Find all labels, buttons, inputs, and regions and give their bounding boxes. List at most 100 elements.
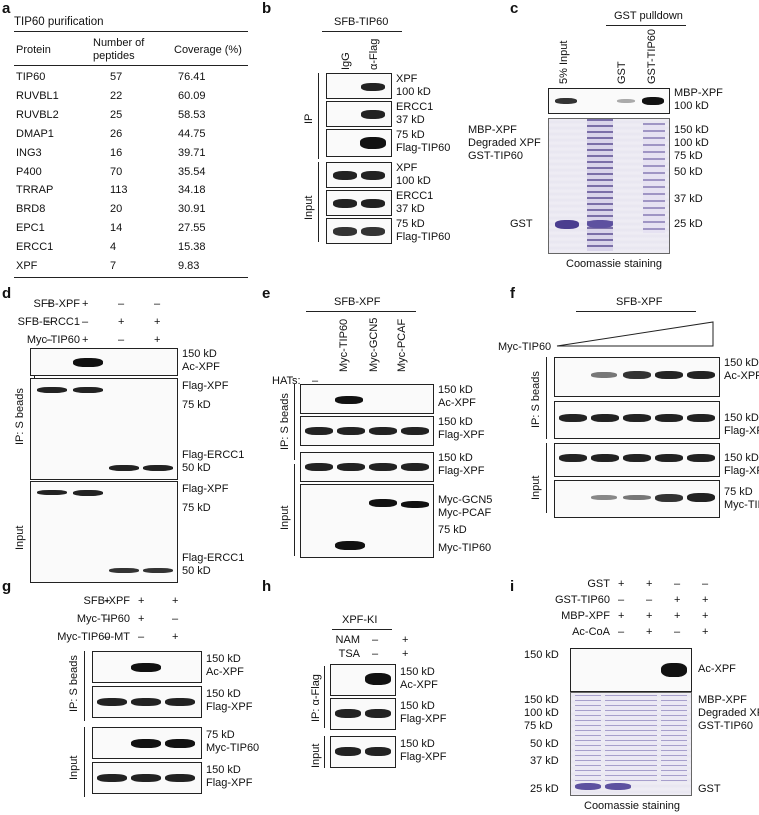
table-cell-protein: RUVBL1 bbox=[16, 89, 59, 102]
i-row-sign: – bbox=[702, 578, 709, 590]
d-row-sign: + bbox=[154, 316, 161, 328]
i-row-sign: + bbox=[702, 610, 709, 622]
f-label-myc-tip60: Myc-TIP60 bbox=[724, 499, 759, 511]
f-gradient-wedge bbox=[556, 321, 714, 347]
g-blot-ip-flag bbox=[92, 686, 202, 718]
e-input-label-pcaf: Myc-PCAF bbox=[438, 507, 492, 519]
g-blot-ac-xpf bbox=[92, 651, 202, 683]
i-marker-150: 150 kD bbox=[524, 694, 559, 706]
i-row-sign: + bbox=[702, 626, 709, 638]
i-row-sign: + bbox=[702, 594, 709, 606]
i-row-label: GST-TIP60 bbox=[554, 594, 610, 606]
e-input-label-flag-xpf: Flag-XPF bbox=[438, 465, 485, 477]
table-cell-peptides: 70 bbox=[110, 165, 123, 178]
c-label-gst: GST bbox=[510, 218, 533, 230]
b-label-flag-tip60: Flag-TIP60 bbox=[396, 142, 451, 154]
table-cell-coverage: 30.91 bbox=[178, 203, 206, 216]
table-cell-peptides: 25 bbox=[110, 108, 123, 121]
table-cell-peptides: 26 bbox=[110, 127, 123, 140]
d-ip-label: IP: S beads bbox=[14, 388, 26, 445]
panel-label-e: e bbox=[262, 285, 271, 302]
g-row-label: Myc-TIP60 bbox=[76, 613, 130, 625]
c-marker-25: 25 kD bbox=[674, 218, 703, 230]
table-cell-coverage: 27.55 bbox=[178, 222, 206, 235]
g-row-sign: + bbox=[104, 595, 111, 607]
c-marker-50: 50 kD bbox=[674, 166, 703, 178]
header-coverage: Coverage (%) bbox=[174, 44, 242, 56]
i-label-gst: GST bbox=[698, 783, 721, 795]
table-cell-protein: EPC1 bbox=[16, 222, 45, 235]
table-cell-protein: TIP60 bbox=[16, 71, 46, 83]
b-lane-aflag: α-Flag bbox=[368, 38, 380, 70]
d-row-sign: + bbox=[154, 334, 161, 346]
f-label-75kd: 75 kD bbox=[724, 486, 753, 498]
h-row-label: TSA bbox=[338, 648, 360, 660]
d-row-sign: – bbox=[46, 334, 53, 346]
table-cell-coverage: 58.53 bbox=[178, 108, 206, 121]
table-cell-protein: TRRAP bbox=[16, 184, 54, 197]
i-row-sign: + bbox=[618, 578, 625, 590]
b-input-label-flag-tip60: Flag-TIP60 bbox=[396, 231, 451, 243]
table-cell-peptides: 4 bbox=[110, 241, 117, 254]
h-label-ac-xpf: Ac-XPF bbox=[400, 679, 438, 691]
g-row-sign: – bbox=[104, 613, 111, 625]
d-ip-label-75kd: 75 kD bbox=[182, 399, 211, 411]
h-title: XPF-KI bbox=[342, 614, 378, 626]
f-title: SFB-XPF bbox=[616, 296, 663, 308]
g-row-sign: + bbox=[172, 595, 179, 607]
e-input-label-myc-tip60: Myc-TIP60 bbox=[438, 542, 492, 554]
g-label-input-flag-xpf: Flag-XPF bbox=[206, 777, 253, 789]
panel-label-f: f bbox=[510, 285, 515, 302]
c-blot-label: MBP-XPF bbox=[674, 87, 723, 99]
header-peptides-2: peptides bbox=[93, 50, 135, 62]
g-row-sign: – bbox=[172, 613, 179, 625]
f-blot-input-myc bbox=[554, 480, 720, 518]
h-ip-label: IP: α-Flag bbox=[310, 674, 322, 722]
h-label-flag-xpf: Flag-XPF bbox=[400, 713, 447, 725]
table-cell-coverage: 44.75 bbox=[178, 127, 206, 140]
b-input-label-75kd: 75 kD bbox=[396, 218, 425, 230]
h-label-input-flag-xpf: Flag-XPF bbox=[400, 751, 447, 763]
table-cell-peptides: 7 bbox=[110, 260, 117, 272]
table-cell-peptides: 20 bbox=[110, 203, 123, 216]
b-blot-input-tip60 bbox=[326, 218, 392, 244]
b-ip-label: IP bbox=[303, 113, 315, 124]
b-label-xpf: XPF bbox=[396, 73, 418, 85]
f-label-150kd-2: 150 kD bbox=[724, 412, 759, 424]
b-blot-input-xpf bbox=[326, 162, 392, 188]
f-blot-ip-flag bbox=[554, 401, 720, 439]
panel-label-c: c bbox=[510, 0, 519, 17]
d-blot-ac-xpf bbox=[30, 348, 178, 376]
d-row-label: SFB-XPF bbox=[33, 298, 80, 310]
e-input-label-75kd: 75 kD bbox=[438, 524, 467, 536]
d-input-label: Input bbox=[14, 525, 26, 550]
b-input-label-100kd: 100 kD bbox=[396, 175, 431, 187]
e-blot-ac-xpf bbox=[300, 384, 434, 414]
i-row-sign: – bbox=[618, 594, 625, 606]
i-row-sign: + bbox=[618, 610, 625, 622]
h-blot-ip-flag bbox=[330, 698, 396, 730]
f-label-150kd-3: 150 kD bbox=[724, 452, 759, 464]
d-ip-label-flag-xpf: Flag-XPF bbox=[182, 380, 229, 392]
i-row-label: Ac-CoA bbox=[572, 626, 610, 638]
f-blot-input-flag bbox=[554, 443, 720, 477]
e-blot-input-myc bbox=[300, 484, 434, 558]
g-label-150kd-1: 150 kD bbox=[206, 653, 241, 665]
f-label-input-flag-xpf: Flag-XPF bbox=[724, 465, 759, 477]
e-lane-gcn5: Myc-GCN5 bbox=[368, 317, 380, 372]
c-title: GST pulldown bbox=[614, 10, 683, 22]
e-blot-input-flag bbox=[300, 452, 434, 482]
i-label-gst-tip60: GST-TIP60 bbox=[698, 720, 754, 732]
d-row-sign: – bbox=[46, 316, 53, 328]
e-blot-ip-flag bbox=[300, 416, 434, 446]
c-marker-37: 37 kD bbox=[674, 193, 703, 205]
table-cell-protein: ERCC1 bbox=[16, 241, 54, 254]
d-row-sign: – bbox=[154, 298, 161, 310]
g-label-150kd-2: 150 kD bbox=[206, 688, 241, 700]
d-label-ac-xpf: Ac-XPF bbox=[182, 361, 220, 373]
c-blot-mbp-xpf bbox=[548, 88, 670, 114]
g-row-sign: – bbox=[104, 631, 111, 643]
b-blot-ip-ercc1 bbox=[326, 101, 392, 127]
i-row-sign: – bbox=[618, 626, 625, 638]
table-cell-protein: XPF bbox=[16, 260, 38, 272]
